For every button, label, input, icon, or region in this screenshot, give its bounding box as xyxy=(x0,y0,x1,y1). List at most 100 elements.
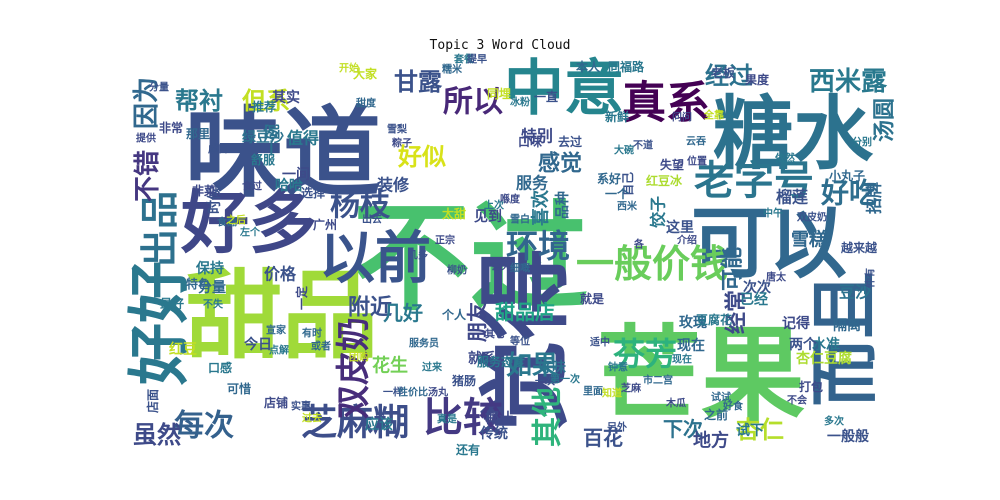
word-32: 帮衬 xyxy=(175,87,223,115)
word-25: 其他 xyxy=(531,387,566,447)
word-193: 雪梨 xyxy=(387,123,408,136)
word-155: 汤丸 xyxy=(428,386,449,399)
word-135: 一次 xyxy=(535,375,555,388)
word-18: 一般价钱 xyxy=(576,242,728,286)
word-120: 老板 xyxy=(711,65,736,80)
word-191: 甜度 xyxy=(356,97,377,110)
word-60: 绿豆沙 xyxy=(242,129,284,146)
word-38: 汤圆 xyxy=(873,98,898,142)
word-196: 套餐 xyxy=(453,53,475,66)
word-67: 已经 xyxy=(740,291,768,308)
word-149: 位置 xyxy=(687,155,707,168)
word-144: 不会 xyxy=(787,394,807,407)
word-44: 可能 xyxy=(720,247,746,291)
word-115: 新鲜 xyxy=(605,109,629,124)
word-199: 雪白 xyxy=(510,213,530,226)
word-126: 越来越 xyxy=(840,240,878,255)
word-195: 糯米 xyxy=(442,63,463,76)
word-194: 粽子 xyxy=(392,137,412,150)
word-69: 现在 xyxy=(677,337,705,354)
word-147: 成日 xyxy=(208,143,228,156)
word-88: 隔离 xyxy=(833,317,861,334)
word-158: 柳奶 xyxy=(447,264,467,277)
word-179: 出去 xyxy=(362,213,382,226)
word-183: 不道 xyxy=(633,139,653,152)
word-118: 本人 xyxy=(576,59,601,74)
word-142: 过来 xyxy=(422,361,443,374)
word-134: 现在 xyxy=(672,353,692,366)
word-109: 可惜 xyxy=(227,381,251,396)
word-8: 好多 xyxy=(180,185,317,264)
word-78: 玫瑰 xyxy=(679,314,707,331)
word-35: 如果 xyxy=(506,351,558,381)
word-162: 适中 xyxy=(590,336,610,349)
word-73: 品种 xyxy=(554,191,571,219)
word-75: 传统 xyxy=(479,425,508,442)
word-76: 椰汁 xyxy=(485,410,513,427)
word-27: 不错 xyxy=(133,150,163,202)
word-141: 服务员 xyxy=(409,337,439,350)
word-167: 另外 xyxy=(607,421,627,434)
word-148: 团购 xyxy=(349,351,369,364)
word-51: 花生 xyxy=(372,355,408,377)
word-57: 装修 xyxy=(376,176,410,195)
word-110: 口感 xyxy=(208,360,232,375)
word-52: 雪糕 xyxy=(791,229,827,251)
word-108: 店铺 xyxy=(264,395,288,410)
word-61: 时候 xyxy=(206,185,223,214)
word-154: 一样 xyxy=(383,386,403,399)
word-86: 今日 xyxy=(243,336,272,353)
word-53: 榴莲 xyxy=(776,188,808,207)
word-122: 同埋 xyxy=(487,86,511,101)
word-30: 经过 xyxy=(705,62,753,90)
word-20: 环境 xyxy=(506,227,570,265)
word-23: 所以 xyxy=(443,85,503,120)
word-24: 杨枝 xyxy=(330,189,391,224)
word-64: 招牌 xyxy=(865,182,884,214)
word-43: 经常 xyxy=(724,290,750,334)
word-29: 因为 xyxy=(132,77,162,129)
word-36: 感觉 xyxy=(538,151,582,177)
word-95: 服务态度 xyxy=(477,354,526,369)
word-31: 甘露 xyxy=(394,68,443,96)
word-146: 多次 xyxy=(824,415,844,428)
word-161: 第一次 xyxy=(550,373,580,386)
word-156: 性价比 xyxy=(397,386,428,399)
word-99: 推荐 xyxy=(252,99,276,114)
word-113: 红豆冰 xyxy=(646,173,683,188)
word-123: 大家 xyxy=(353,66,378,81)
word-121: 果度 xyxy=(744,72,770,87)
word-13: 真系 xyxy=(622,78,710,129)
word-39: 好似 xyxy=(397,143,446,171)
word-16: 比较 xyxy=(423,395,503,441)
word-197: 提早 xyxy=(467,53,487,66)
word-198: 喺度 xyxy=(500,193,521,206)
word-74: 应该 xyxy=(365,416,393,433)
word-174: 分别 xyxy=(852,136,872,149)
word-45: 甜品店 xyxy=(495,300,555,324)
word-34: 虽然 xyxy=(133,421,181,449)
word-114: 系好 xyxy=(597,171,621,186)
word-136: 食过 xyxy=(241,180,262,193)
word-80: 一般般 xyxy=(827,428,869,445)
word-106: 最好 xyxy=(160,296,184,311)
word-116: 去过 xyxy=(558,134,582,149)
word-166: 知道 xyxy=(601,387,622,400)
word-47: 下次 xyxy=(663,417,703,441)
word-89: 水准 xyxy=(812,336,840,353)
word-72: 见到 xyxy=(474,209,502,225)
word-65: 豆沙 xyxy=(839,283,871,302)
word-186: 有时 xyxy=(302,327,322,340)
word-102: 舒服 xyxy=(250,152,276,167)
word-139: 几多 xyxy=(408,249,428,262)
word-5: 芒果 xyxy=(597,314,805,436)
word-131: 仲有 xyxy=(864,268,877,288)
word-4: 觉得 xyxy=(473,248,580,432)
word-84: 保持 xyxy=(195,260,224,277)
word-37: 杏仁 xyxy=(736,416,784,444)
word-63: 一间 xyxy=(282,166,310,183)
word-94: 猪肠 xyxy=(451,373,476,388)
word-14: 老字号 xyxy=(694,158,814,204)
word-56: 服务 xyxy=(516,174,549,193)
